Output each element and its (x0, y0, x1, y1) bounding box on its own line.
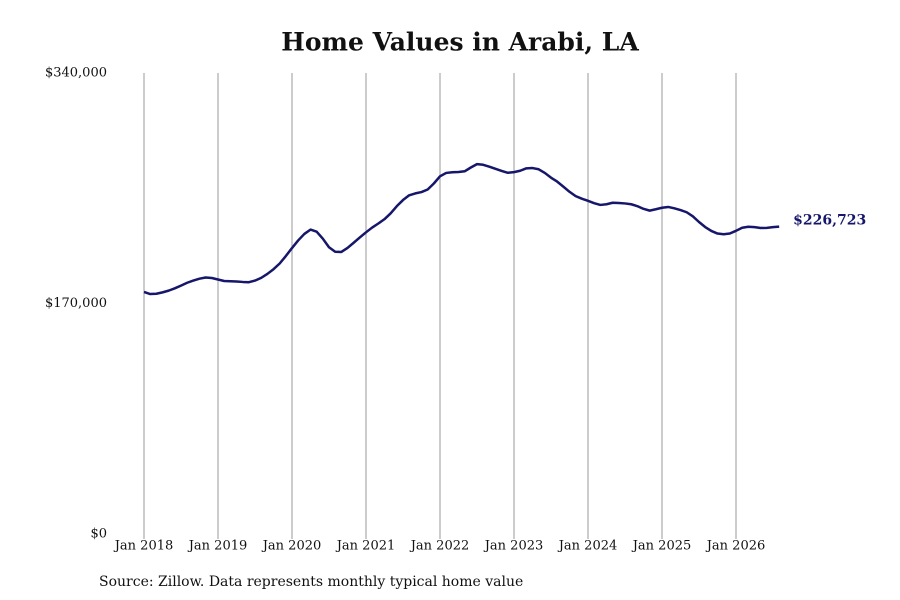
y-tick-label: $340,000 (45, 66, 107, 81)
y-tick-label: $170,000 (45, 296, 107, 311)
x-tick-label: Jan 2023 (483, 539, 544, 554)
x-tick-label: Jan 2022 (409, 539, 470, 554)
x-tick-label: Jan 2020 (261, 539, 322, 554)
x-tick-label: Jan 2021 (335, 539, 396, 554)
y-tick-label: $0 (90, 527, 107, 542)
x-tick-label: Jan 2024 (557, 539, 618, 554)
line-series (143, 162, 780, 296)
x-tick-label: Jan 2019 (187, 539, 248, 554)
chart-title: Home Values in Arabi, LA (281, 28, 639, 57)
x-tick-label: Jan 2018 (113, 539, 174, 554)
x-tick-label: Jan 2025 (631, 539, 692, 554)
value-label: $226,723 (793, 213, 866, 229)
x-tick-label: Jan 2026 (705, 539, 766, 554)
source-note: Source: Zillow. Data represents monthly … (99, 574, 523, 590)
